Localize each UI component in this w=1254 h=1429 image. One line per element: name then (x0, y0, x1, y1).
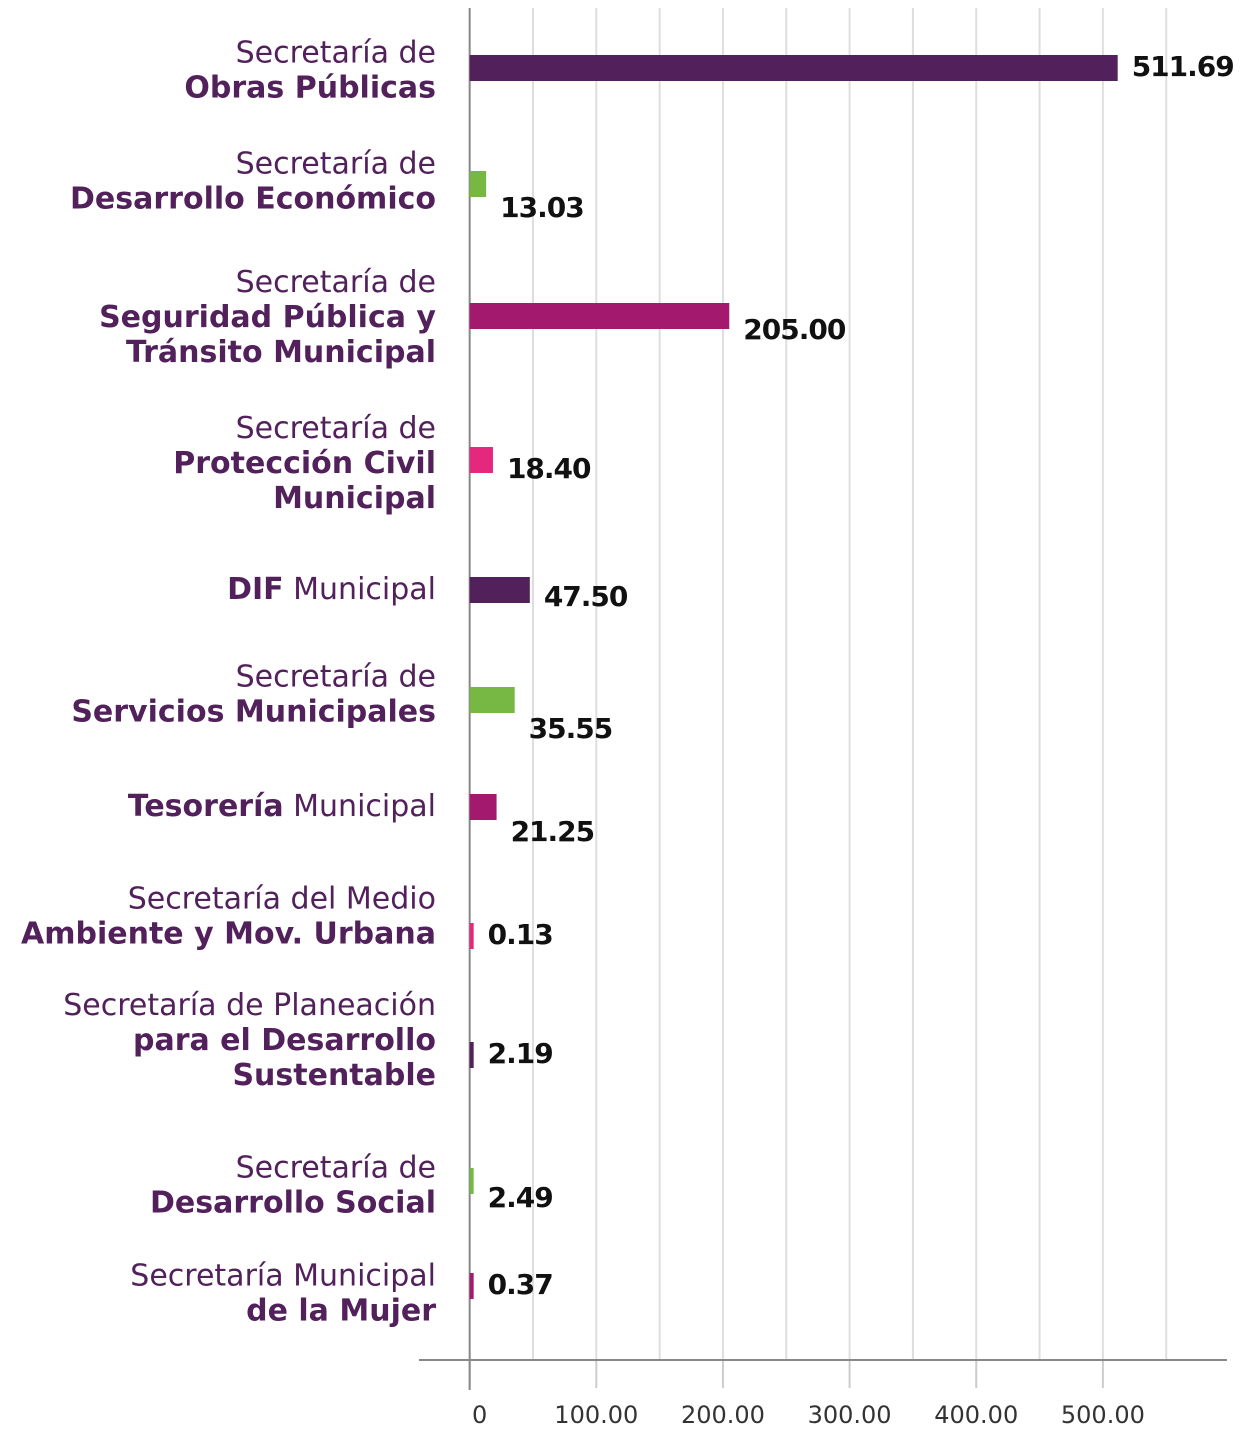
category-label: de la Mujer (246, 1293, 436, 1328)
bar (469, 687, 515, 713)
label-segment: Ambiente y Mov. Urbana (21, 916, 436, 951)
label-segment: Desarrollo Social (150, 1185, 436, 1220)
label-segment: Municipal (273, 481, 436, 516)
category-label: Secretaría de (236, 411, 436, 446)
category-label: Secretaría de (236, 265, 436, 300)
bar (469, 55, 1118, 81)
category-label: Ambiente y Mov. Urbana (21, 916, 436, 951)
bar (469, 1168, 474, 1194)
category-label: Servicios Municipales (71, 694, 436, 729)
category-label: Secretaría de (236, 659, 436, 694)
label-segment: Desarrollo Económico (70, 181, 436, 216)
value-label: 35.55 (529, 712, 613, 745)
value-label: 511.69 (1132, 50, 1234, 83)
category-label: Sustentable (232, 1058, 436, 1093)
label-segment: Secretaría de (236, 1150, 436, 1185)
label-segment: Secretaría del Medio (128, 881, 436, 916)
label-segment: de la Mujer (246, 1293, 436, 1328)
category-label: Desarrollo Social (150, 1185, 436, 1220)
category-label: Secretaría de (236, 1150, 436, 1185)
label-segment: Seguridad Pública y (99, 300, 436, 335)
label-segment: Municipal (284, 572, 436, 607)
label-segment: Servicios Municipales (71, 694, 436, 729)
value-label: 18.40 (507, 452, 591, 485)
value-label: 13.03 (500, 191, 584, 224)
label-segment: DIF (227, 572, 284, 607)
label-segment: Secretaría de Planeación (63, 988, 436, 1023)
value-label: 0.13 (488, 918, 553, 951)
x-tick-label: 500.00 (1061, 1401, 1145, 1429)
bar (469, 447, 493, 473)
bar (469, 923, 474, 949)
category-label: Tesorería Municipal (128, 789, 436, 824)
label-segment: Secretaría de (236, 659, 436, 694)
category-label: Seguridad Pública y (99, 300, 436, 335)
bar (469, 303, 730, 329)
value-label: 2.49 (488, 1181, 553, 1214)
label-segment: Obras Públicas (184, 70, 436, 105)
bar (469, 577, 530, 603)
bar (469, 794, 497, 820)
category-label: Secretaría Municipal (130, 1258, 436, 1293)
category-label: Secretaría de (236, 146, 436, 181)
value-label: 2.19 (488, 1037, 553, 1070)
label-segment: Secretaría de (236, 35, 436, 70)
label-segment: Tránsito Municipal (126, 335, 436, 370)
label-segment: Protección Civil (173, 446, 436, 481)
value-label: 205.00 (743, 313, 846, 346)
category-label: Obras Públicas (184, 70, 436, 105)
label-segment: Municipal (284, 789, 436, 824)
label-segment: Secretaría de (236, 411, 436, 446)
category-label: Secretaría del Medio (128, 881, 436, 916)
category-label: para el Desarrollo (133, 1023, 436, 1058)
category-label: Tránsito Municipal (126, 335, 436, 370)
label-segment: Sustentable (232, 1058, 436, 1093)
value-label: 47.50 (544, 580, 628, 613)
label-segment: Secretaría de (236, 265, 436, 300)
x-tick-label: 100.00 (554, 1401, 638, 1429)
value-label: 0.37 (488, 1268, 553, 1301)
bar (469, 1042, 474, 1068)
x-tick-label: 400.00 (934, 1401, 1018, 1429)
x-tick-label: 200.00 (681, 1401, 765, 1429)
x-tick-label: 300.00 (808, 1401, 892, 1429)
category-label: Secretaría de Planeación (63, 988, 436, 1023)
x-tick-label: 0 (472, 1401, 487, 1429)
label-segment: Secretaría de (236, 146, 436, 181)
category-label: DIF Municipal (227, 572, 436, 607)
category-label: Municipal (273, 481, 436, 516)
bar (469, 1273, 474, 1299)
category-label: Protección Civil (173, 446, 436, 481)
bar (469, 171, 487, 197)
label-segment: Secretaría Municipal (130, 1258, 436, 1293)
label-segment: Tesorería (128, 789, 284, 824)
category-label: Secretaría de (236, 35, 436, 70)
label-segment: para el Desarrollo (133, 1023, 436, 1058)
value-label: 21.25 (511, 815, 595, 848)
category-label: Desarrollo Económico (70, 181, 436, 216)
